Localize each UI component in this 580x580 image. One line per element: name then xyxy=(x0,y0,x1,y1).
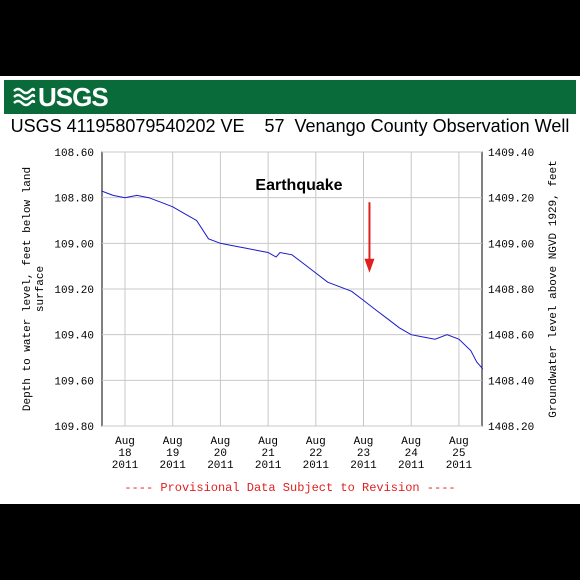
x-tick-label: 2011 xyxy=(207,460,234,472)
y-tick-left: 109.20 xyxy=(54,285,94,297)
x-tick-label: 19 xyxy=(166,448,179,460)
y-axis-left-ticks: 108.60 108.80 109.00 109.20 109.40 109.60 109.… xyxy=(54,148,94,434)
y-tick-right: 1408.60 xyxy=(488,331,534,343)
x-tick-label: 2011 xyxy=(112,460,139,472)
y-tick-left: 109.60 xyxy=(54,376,94,388)
usgs-logo-text: USGS xyxy=(38,82,109,112)
earthquake-label: Earthquake xyxy=(255,177,342,194)
y-tick-right: 1409.20 xyxy=(488,194,534,206)
usgs-banner: USGS xyxy=(4,80,576,114)
chart-frame: USGS USGS 411958079540202 VE 57 Venango … xyxy=(0,76,580,504)
usgs-logo-icon xyxy=(13,87,36,107)
x-tick-label: Aug xyxy=(210,436,230,448)
chart-title: USGS 411958079540202 VE 57 Venango Count… xyxy=(10,116,570,136)
x-tick-label: Aug xyxy=(354,436,374,448)
y-tick-left: 109.40 xyxy=(54,331,94,343)
provisional-footer: ---- Provisional Data Subject to Revisio… xyxy=(124,481,455,495)
x-tick-label: Aug xyxy=(115,436,135,448)
x-tick-label: 2011 xyxy=(446,460,473,472)
y-tick-left: 109.80 xyxy=(54,422,94,434)
grid-lines xyxy=(102,151,482,427)
x-tick-label: 21 xyxy=(261,448,275,460)
y-tick-right: 1408.80 xyxy=(488,285,534,297)
y-tick-right: 1408.40 xyxy=(488,376,534,388)
y-tick-left: 108.80 xyxy=(54,194,94,206)
earthquake-arrowhead xyxy=(364,258,375,273)
y-tick-left: 109.00 xyxy=(54,239,94,251)
y-axis-right-ticks: 1409.40 1409.20 1409.00 1408.80 1408.60 1408.… xyxy=(488,148,534,434)
y-tick-right: 1409.40 xyxy=(488,148,534,160)
x-tick-label: 18 xyxy=(118,448,131,460)
x-tick-label: 2011 xyxy=(398,460,425,472)
y-axis-left-label: Depth to water level, feet below landsur… xyxy=(22,167,47,411)
x-tick-label: 2011 xyxy=(255,460,282,472)
x-tick-label: 2011 xyxy=(303,460,330,472)
hydrograph-chart: 108.60 108.80 109.00 109.20 109.40 109.60 109.… xyxy=(22,148,560,495)
y-axis-right-label: Groundwater level above NGVD 1929, feet xyxy=(548,160,560,417)
x-tick-label: 22 xyxy=(309,448,322,460)
water-level-line xyxy=(101,190,484,370)
x-tick-label: 24 xyxy=(405,448,419,460)
x-axis-ticks: Aug182011Aug192011Aug202011Aug212011Aug2… xyxy=(112,436,473,472)
y-tick-right: 1409.00 xyxy=(488,239,534,251)
y-tick-left: 108.60 xyxy=(54,148,94,160)
x-tick-label: 23 xyxy=(357,448,370,460)
x-tick-label: 25 xyxy=(452,448,465,460)
x-tick-label: Aug xyxy=(258,436,278,448)
x-tick-label: 20 xyxy=(214,448,227,460)
x-tick-label: 2011 xyxy=(350,460,377,472)
x-tick-label: Aug xyxy=(449,436,469,448)
x-tick-label: 2011 xyxy=(159,460,186,472)
x-tick-label: Aug xyxy=(163,436,183,448)
y-tick-right: 1408.20 xyxy=(488,422,534,434)
x-tick-label: Aug xyxy=(401,436,421,448)
x-tick-label: Aug xyxy=(306,436,326,448)
